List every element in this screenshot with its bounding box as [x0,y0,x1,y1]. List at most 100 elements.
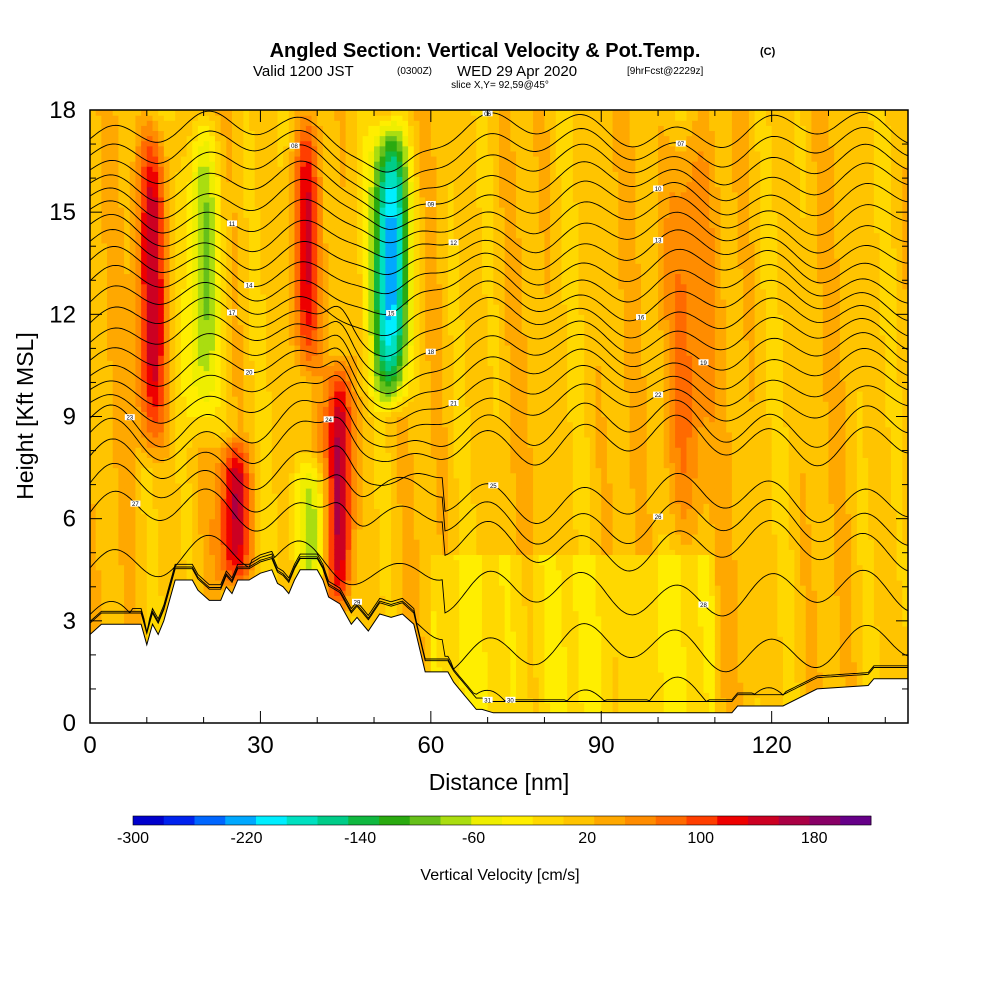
field-cell [169,155,176,162]
field-cell [249,299,256,305]
field-cell [90,319,97,326]
field-cell [249,355,256,361]
field-cell [101,380,108,387]
field-cell [118,217,125,223]
field-cell [254,406,262,412]
field-cell [260,181,267,188]
field-cell [135,140,142,147]
field-cell [152,191,159,198]
field-cell [288,365,296,372]
field-cell [294,329,301,336]
field-cell [135,150,142,157]
field-cell [209,533,216,540]
field-cell [226,314,233,321]
field-cell [135,314,142,321]
field-cell [107,579,114,586]
field-cell [152,222,159,229]
field-cell [101,278,108,285]
field-cell [186,498,193,504]
field-cell [203,186,210,193]
field-cell [311,140,318,147]
field-cell [300,186,307,193]
field-cell [266,360,273,367]
field-cell [249,207,256,213]
field-cell [141,590,148,596]
field-cell [192,319,199,326]
field-cell [118,488,125,494]
field-cell [305,523,313,530]
field-cell [237,365,244,372]
field-cell [271,390,279,397]
field-cell [214,355,222,361]
field-cell [152,605,159,612]
field-cell [180,513,188,520]
field-cell [277,508,284,515]
field-cell [266,396,273,402]
field-cell [294,462,301,469]
field-cell [317,115,324,121]
field-cell [90,579,97,586]
field-cell [107,539,114,545]
field-cell [118,181,125,188]
field-cell [305,288,313,295]
field-cell [226,181,233,188]
field-cell [124,110,131,116]
field-cell [112,181,119,188]
field-cell [107,559,114,566]
field-cell [300,503,307,510]
field-cell [300,181,307,188]
field-cell [146,477,154,484]
field-cell [169,508,176,515]
field-cell [107,237,114,244]
field-cell [118,554,125,561]
field-cell [90,574,97,581]
field-cell [180,533,188,540]
field-cell [220,523,227,530]
field-cell [226,442,233,448]
field-cell [260,401,267,407]
field-cell [283,528,290,535]
field-cell [129,493,137,499]
field-cell [90,513,97,520]
field-cell [146,278,154,285]
field-cell [146,355,154,361]
field-cell [135,365,142,372]
field-cell [249,344,256,351]
field-cell [118,559,125,566]
field-cell [203,365,210,372]
field-cell [232,253,239,259]
field-cell [186,467,193,474]
field-cell [322,462,330,469]
field-cell [311,115,318,121]
field-cell [192,309,199,315]
field-cell [107,564,114,571]
field-cell [214,161,222,167]
field-cell [90,324,97,331]
field-cell [214,406,222,412]
field-cell [294,191,301,198]
field-cell [243,549,250,556]
field-cell [300,442,307,448]
field-cell [107,253,114,259]
field-cell [95,278,102,285]
field-cell [112,544,119,550]
field-cell [90,360,97,367]
field-cell [112,457,119,464]
field-cell [118,360,125,367]
field-cell [107,442,114,448]
field-cell [214,401,222,407]
field-cell [152,574,159,581]
field-cell [192,273,199,280]
field-cell [90,375,97,382]
field-cell [152,176,159,183]
field-cell [294,493,301,499]
field-cell [163,493,171,499]
field-cell [129,436,137,443]
field-cell [175,186,182,193]
field-cell [300,380,307,387]
field-cell [146,533,154,540]
field-cell [249,150,256,157]
field-cell [300,232,307,239]
field-cell [107,360,114,367]
field-cell [101,283,108,290]
